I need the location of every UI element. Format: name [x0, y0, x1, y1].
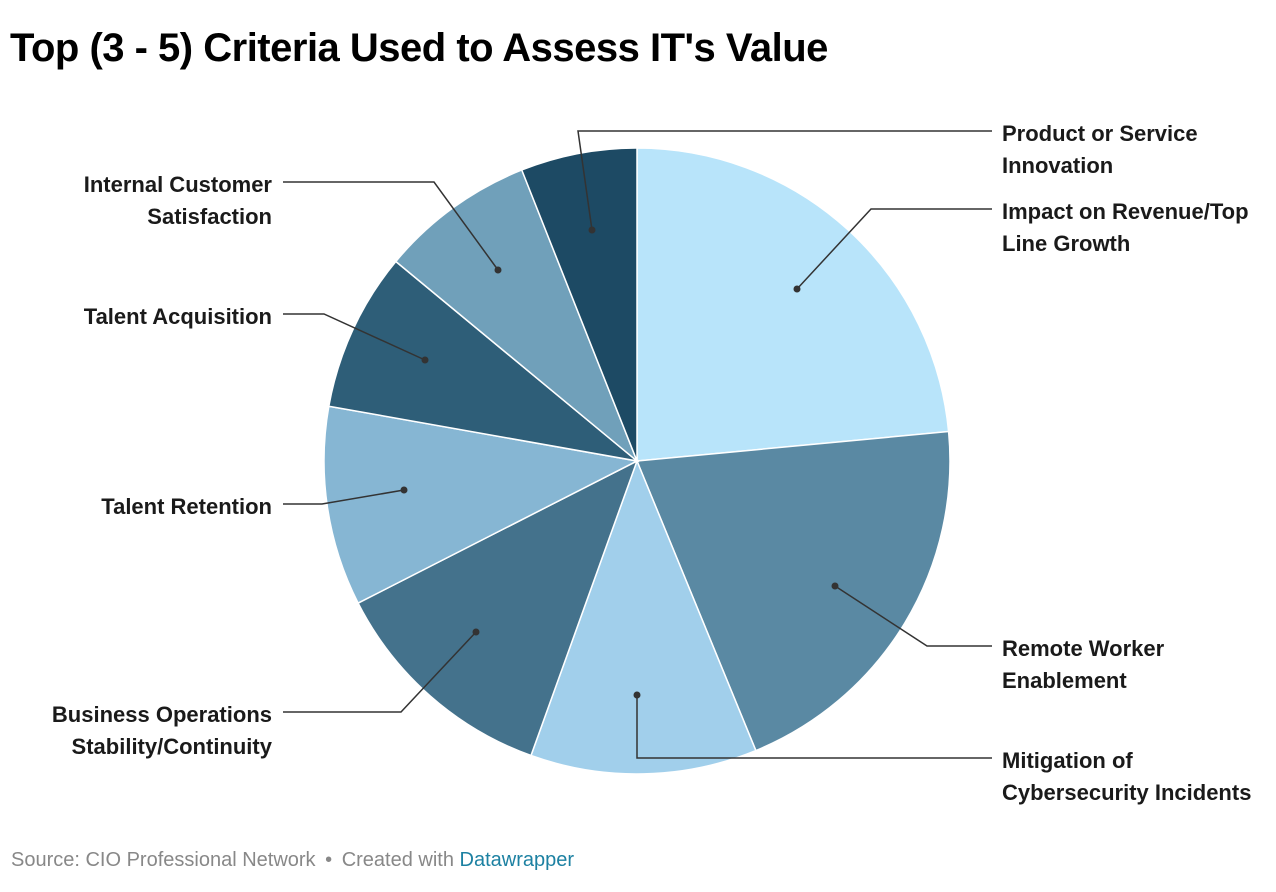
footer-separator: •	[325, 849, 333, 871]
pie-slices	[323, 147, 951, 775]
slice-label-internal-customer-satisfaction: Internal Customer Satisfaction	[84, 172, 273, 229]
slice-label-line: Internal Customer	[84, 172, 273, 197]
slice-label-line: Business Operations	[52, 702, 272, 727]
leader-lines	[283, 130, 992, 759]
leader-dot-talent-acquisition	[421, 356, 429, 364]
leader-line-internal-customer-satisfaction	[283, 181, 499, 271]
slice-labels: Impact on Revenue/Top Line Growth Remote W…	[52, 121, 1252, 805]
leader-dot-impact-on-revenue-top-line-growth	[793, 285, 801, 293]
leader-dot-product-or-service-innovation	[588, 226, 596, 234]
leader-line-remote-worker-enablement	[834, 585, 992, 647]
chart-footer: Source: CIO Professional Network • Creat…	[11, 849, 574, 872]
leader-line-talent-acquisition	[283, 313, 426, 361]
slice-label-line: Stability/Continuity	[72, 734, 273, 759]
datawrapper-link[interactable]: Datawrapper	[459, 849, 575, 871]
leader-dot-remote-worker-enablement	[831, 582, 839, 590]
leader-dot-talent-retention	[400, 486, 408, 494]
pie-slice-talent-acquisition[interactable]	[327, 260, 640, 463]
leader-dot-mitigation-of-cybersecurity-incidents	[633, 691, 641, 699]
slice-label-line: Enablement	[1002, 668, 1127, 693]
chart-title: Top (3 - 5) Criteria Used to Assess IT's…	[10, 26, 828, 70]
slice-label-line: Remote Worker	[1002, 636, 1165, 661]
slice-label-talent-retention: Talent Retention	[101, 494, 272, 519]
slice-label-line: Product or Service	[1002, 121, 1198, 146]
pie-slice-product-or-service-innovation[interactable]	[520, 147, 638, 462]
pie-slice-business-operations-stability-continuity[interactable]	[357, 459, 639, 757]
leader-line-talent-retention	[283, 489, 405, 505]
slice-label-line: Line Growth	[1002, 231, 1130, 256]
slice-label-talent-acquisition: Talent Acquisition	[84, 304, 272, 329]
leader-line-business-operations-stability-continuity	[283, 631, 477, 713]
slice-label-product-or-service-innovation: Product or Service Innovation	[1002, 121, 1198, 178]
slice-label-business-operations-stability-continuity: Business Operations Stability/Continuity	[52, 702, 273, 759]
slice-label-line: Impact on Revenue/Top	[1002, 199, 1249, 224]
slice-label-impact-on-revenue-top-line-growth: Impact on Revenue/Top Line Growth	[1002, 199, 1249, 256]
slice-label-line: Cybersecurity Incidents	[1002, 780, 1251, 805]
leader-dot-business-operations-stability-continuity	[472, 628, 480, 636]
slice-label-line: Mitigation of	[1002, 748, 1133, 773]
leader-line-impact-on-revenue-top-line-growth	[796, 208, 992, 290]
leader-line-product-or-service-innovation	[577, 130, 992, 231]
slice-label-line: Talent Retention	[101, 494, 272, 519]
pie-slice-remote-worker-enablement[interactable]	[635, 430, 951, 752]
slice-label-line: Innovation	[1002, 153, 1113, 178]
created-with-text: Created with	[341, 849, 454, 871]
leader-dot-internal-customer-satisfaction	[494, 266, 502, 274]
slice-label-line: Talent Acquisition	[84, 304, 272, 329]
pie-slice-mitigation-of-cybersecurity-incidents[interactable]	[530, 458, 757, 775]
source-note: Source: CIO Professional Network	[11, 849, 316, 871]
slice-label-line: Satisfaction	[147, 204, 272, 229]
slice-label-mitigation-of-cybersecurity-incidents: Mitigation of Cybersecurity Incidents	[1002, 748, 1251, 805]
leader-line-mitigation-of-cybersecurity-incidents	[636, 695, 992, 759]
pie-slice-impact-on-revenue-top-line-growth[interactable]	[636, 147, 950, 462]
pie-slice-talent-retention[interactable]	[323, 405, 640, 605]
slice-label-remote-worker-enablement: Remote Worker Enablement	[1002, 636, 1165, 693]
